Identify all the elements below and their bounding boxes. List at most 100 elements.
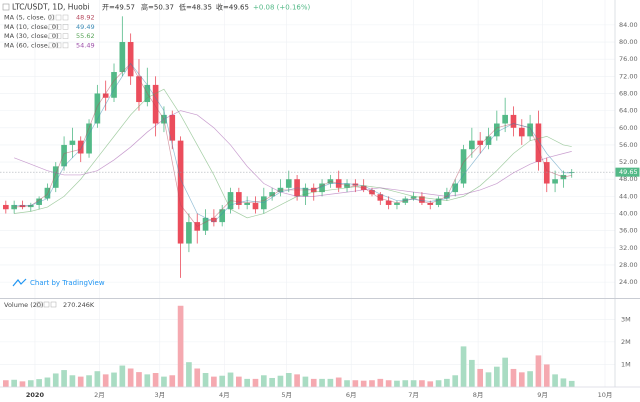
y-tick-label: 28.00 <box>619 261 638 269</box>
legend-icon <box>48 14 55 21</box>
legend-icon[interactable] <box>43 301 50 308</box>
volume-bar <box>310 378 317 387</box>
volume-bar <box>452 375 459 387</box>
volume-bar <box>2 380 9 387</box>
volume-bar <box>119 365 126 387</box>
volume-bar <box>302 376 309 387</box>
volume-bar <box>527 371 533 387</box>
volume-bar <box>236 376 242 387</box>
volume-bar <box>102 374 109 387</box>
volume-bar <box>44 377 51 387</box>
volume-bar <box>419 380 425 387</box>
volume-bar <box>269 377 275 387</box>
candle-body <box>444 192 450 199</box>
volume-bar <box>19 381 26 387</box>
legend-icon <box>48 24 55 30</box>
volume-value: 270.246K <box>63 301 95 309</box>
attribution[interactable]: Chart by TradingView <box>30 279 105 287</box>
candle-body <box>211 217 217 223</box>
volume-bar <box>161 376 167 387</box>
high-value: 高=50.37 <box>141 3 174 12</box>
volume-bar <box>469 359 475 387</box>
candle-body <box>385 200 392 205</box>
y-tick-label: 80.00 <box>619 38 638 46</box>
legend-value: 49.49 <box>76 23 95 31</box>
candle-body <box>127 42 134 77</box>
volume-bar <box>194 368 201 387</box>
candle-body <box>136 76 142 103</box>
candle-body <box>302 187 309 197</box>
volume-bar <box>69 375 76 387</box>
y-tick-label: 68.00 <box>619 89 638 97</box>
candle-body <box>502 114 508 124</box>
symbol-icon[interactable] <box>2 3 10 11</box>
axes: 24.00 28.00 32.00 36.00 40.00 44.00 48.00 52.00… <box>26 21 640 399</box>
moving-average-line <box>14 110 572 197</box>
y-tick-label: 64.00 <box>619 107 638 115</box>
x-tick-label: 6月 <box>346 391 357 399</box>
y-tick-label: 72.00 <box>619 72 638 80</box>
candle-body <box>111 72 117 98</box>
y-tick-label: 84.00 <box>619 21 638 29</box>
candle-body <box>518 127 525 137</box>
volume-bar <box>86 375 92 387</box>
y-tick-label: 76.00 <box>619 55 638 63</box>
legend-label: MA (60, close, 0) <box>4 41 59 49</box>
candle-body <box>410 196 417 199</box>
candle-body <box>244 202 250 205</box>
legend-icon <box>62 42 69 49</box>
legend-icon[interactable] <box>36 301 43 308</box>
moving-average-line <box>14 62 572 227</box>
grid <box>0 0 615 387</box>
last-price-box <box>615 167 640 177</box>
y-tick-label: 60.00 <box>619 124 638 132</box>
volume-bar <box>535 355 542 387</box>
legend-icon <box>55 14 62 21</box>
x-tick-label: 4月 <box>219 391 230 399</box>
volume-bar <box>352 380 359 387</box>
volume-bar <box>543 364 550 387</box>
volume-bar <box>552 374 558 387</box>
candle-body <box>369 189 375 195</box>
candle-body <box>460 149 467 184</box>
candle-body <box>86 123 92 154</box>
volume-bar <box>136 372 142 387</box>
candle-body <box>419 196 425 203</box>
legend-icon <box>55 33 62 39</box>
volume-bar <box>202 373 209 387</box>
candle-body <box>119 42 126 73</box>
volume-bar <box>27 380 34 387</box>
candle-body <box>527 123 533 137</box>
candle-body <box>202 217 209 231</box>
candle-body <box>252 202 259 210</box>
candle-body <box>510 114 517 128</box>
legend-icon <box>62 33 69 39</box>
x-tick-label: 2020 <box>26 391 45 399</box>
x-tick-label: 3月 <box>154 391 165 399</box>
x-tick-label: 5月 <box>281 391 292 399</box>
y-tick-label: 56.00 <box>619 141 638 149</box>
volume-bar <box>252 378 259 387</box>
legend-icon[interactable] <box>50 301 57 308</box>
y-tick-label: 36.00 <box>619 227 638 235</box>
volume-bar <box>227 372 234 387</box>
close-value: 收=49.65 <box>216 3 249 12</box>
volume-bar <box>502 357 508 387</box>
legend-icon <box>48 33 55 39</box>
candle-body <box>102 93 109 98</box>
legend: MA (5, close, 0) 48.92 MA (10, close, 0) 49… <box>4 14 95 50</box>
volume-bar <box>560 378 567 387</box>
change-value: +0.08 (+0.16%) <box>253 4 311 12</box>
y-tick-label: 44.00 <box>619 192 638 200</box>
candle-body <box>19 204 26 208</box>
volume-bar <box>277 375 284 387</box>
volume-bar <box>385 380 392 387</box>
candle-body <box>152 84 159 124</box>
open-value: 开=49.57 <box>102 4 135 12</box>
candle-body <box>285 179 292 188</box>
candle-body <box>552 179 558 184</box>
volume-bar <box>319 378 325 387</box>
candle-body <box>77 140 84 154</box>
y-tick-label: 24.00 <box>619 278 638 286</box>
